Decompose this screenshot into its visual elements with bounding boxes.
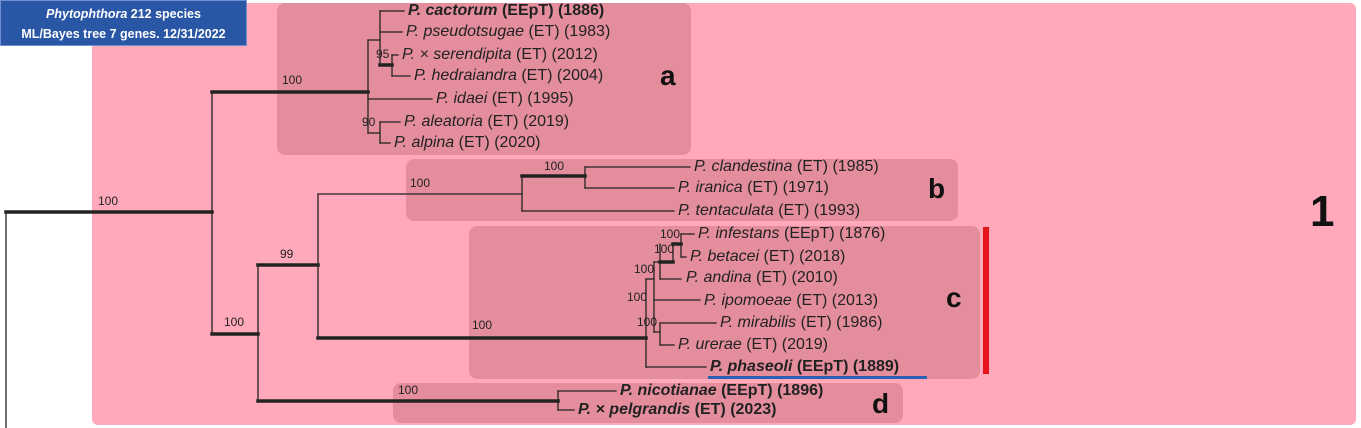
support-value: 100 xyxy=(282,73,303,87)
support-value: 100 xyxy=(660,227,681,241)
taxon-label: P. andina (ET) (2010) xyxy=(686,269,838,286)
taxon-label: P. tentaculata (ET) (1993) xyxy=(678,202,861,219)
taxon-label-highlighted: P. phaseoli (EEpT) (1889) xyxy=(710,358,900,375)
support-value: 100 xyxy=(98,194,119,208)
taxon-label: P. nicotianae (EEpT) (1896) xyxy=(620,382,824,399)
taxon-label: P. × pelgrandis (ET) (2023) xyxy=(578,401,777,418)
taxon-label: P. clandestina (ET) (1985) xyxy=(694,158,879,175)
clade-d-box xyxy=(393,383,903,423)
clade-a-box xyxy=(277,3,691,155)
title-species-count: 212 species xyxy=(127,7,201,21)
support-value: 100 xyxy=(544,159,565,173)
clade-letter-b: b xyxy=(928,173,946,204)
taxon-label: P. iranica (ET) (1971) xyxy=(678,179,829,196)
taxon-label: P. infestans (EEpT) (1876) xyxy=(698,225,886,242)
highlight-bar xyxy=(983,227,989,374)
title-line-2: ML/Bayes tree 7 genes. 12/31/2022 xyxy=(21,27,226,41)
title-genus: Phytophthora xyxy=(46,7,128,21)
taxon-label: P. pseudotsugae (ET) (1983) xyxy=(406,23,611,40)
support-value: 100 xyxy=(224,315,245,329)
support-value: 100 xyxy=(634,262,655,276)
clade-letter-c: c xyxy=(946,282,962,313)
support-value: 100 xyxy=(398,383,419,397)
clade-letter-d: d xyxy=(872,388,890,419)
taxon-label: P. hedraiandra (ET) (2004) xyxy=(414,67,604,84)
title-line-1: Phytophthora 212 species xyxy=(1,4,246,24)
support-value: 100 xyxy=(637,315,658,329)
taxon-label: P. idaei (ET) (1995) xyxy=(436,90,574,107)
support-value: 95 xyxy=(376,47,390,61)
support-value: 100 xyxy=(627,290,648,304)
support-value: 100 xyxy=(410,176,431,190)
clade-b-box xyxy=(406,159,958,221)
taxon-label: P. betacei (ET) (2018) xyxy=(690,248,846,265)
support-value: 100 xyxy=(654,242,675,256)
taxon-label: P. urerae (ET) (2019) xyxy=(678,336,828,353)
taxon-label: P. mirabilis (ET) (1986) xyxy=(720,314,883,331)
title-badge: Phytophthora 212 species ML/Bayes tree 7… xyxy=(0,0,247,46)
group-number: 1 xyxy=(1310,187,1335,236)
support-value: 100 xyxy=(472,318,493,332)
support-value: 90 xyxy=(362,115,376,129)
taxon-label: P. × serendipita (ET) (2012) xyxy=(402,46,598,63)
taxon-label: P. cactorum (EEpT) (1886) xyxy=(408,2,605,19)
taxon-label: P. alpina (ET) (2020) xyxy=(394,134,541,151)
clade-letter-a: a xyxy=(660,60,676,91)
support-value: 99 xyxy=(280,247,294,261)
taxon-label: P. ipomoeae (ET) (2013) xyxy=(704,292,879,309)
taxon-label: P. aleatoria (ET) (2019) xyxy=(404,113,570,130)
phaseoli-underline xyxy=(708,376,927,379)
clade-c-box xyxy=(469,226,980,379)
